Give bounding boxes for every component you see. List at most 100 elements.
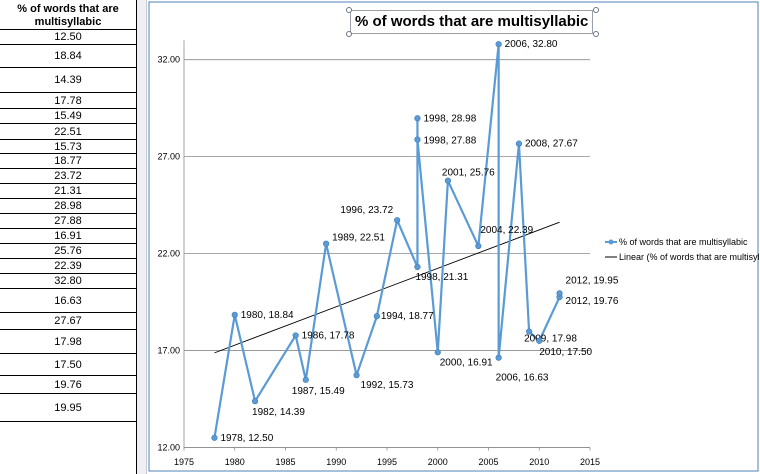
x-tick-label: 2015 xyxy=(580,457,600,467)
data-point[interactable] xyxy=(556,290,563,297)
title-handle-tr[interactable] xyxy=(593,7,599,13)
data-label: 2009, 17.98 xyxy=(524,334,577,345)
title-handle-bl[interactable] xyxy=(346,31,352,37)
data-label: 2008, 27.67 xyxy=(525,139,578,150)
x-tick-label: 1980 xyxy=(225,457,245,467)
series-line[interactable] xyxy=(213,43,561,438)
data-point[interactable] xyxy=(414,136,421,143)
y-tick-label: 27.00 xyxy=(157,152,180,162)
trendline[interactable] xyxy=(214,221,560,354)
y-tick-label: 12.00 xyxy=(157,443,180,453)
data-label: 1982, 14.39 xyxy=(252,407,305,418)
data-point[interactable] xyxy=(434,349,441,356)
title-handle-br[interactable] xyxy=(593,31,599,37)
data-label: 1978, 12.50 xyxy=(220,433,273,444)
table-cell[interactable]: 14.39 xyxy=(0,68,136,93)
table-cell[interactable]: 21.31 xyxy=(0,184,136,199)
table-cell[interactable]: 22.51 xyxy=(0,124,136,140)
legend-series-label[interactable]: % of words that are multisyllabic xyxy=(619,237,748,247)
table-cell[interactable]: 25.76 xyxy=(0,244,136,259)
data-point[interactable] xyxy=(515,140,523,147)
chart-area[interactable]: 12.00 17.00 22.00 27.00 32.00 1975 1980 1985 199… xyxy=(147,0,760,474)
cell-value: 15.49 xyxy=(54,110,82,122)
table-cell[interactable]: 32.80 xyxy=(0,274,136,289)
table-cell[interactable]: 18.84 xyxy=(0,45,136,68)
table-cell[interactable]: 17.50 xyxy=(0,354,136,376)
sheet-gutter xyxy=(137,0,147,474)
table-cell[interactable]: 22.39 xyxy=(0,259,136,274)
data-point[interactable] xyxy=(323,240,330,247)
table-cell[interactable]: 16.63 xyxy=(0,289,136,313)
data-point[interactable] xyxy=(414,263,421,271)
legend-series-marker xyxy=(608,239,614,245)
data-label: 1986, 17.78 xyxy=(302,330,355,341)
table-cell[interactable]: 16.91 xyxy=(0,229,136,244)
cell-value: 27.67 xyxy=(54,315,82,327)
cell-value: 12.50 xyxy=(54,31,82,43)
data-point[interactable] xyxy=(373,313,380,320)
legend-trend-label[interactable]: Linear (% of words that are multisyllabi… xyxy=(619,252,760,262)
data-label: 2012, 19.76 xyxy=(566,296,619,307)
cell-value: 16.63 xyxy=(54,295,82,307)
cell-value: 16.91 xyxy=(54,230,82,242)
table-cell[interactable]: 17.78 xyxy=(0,93,136,109)
cell-value: 17.78 xyxy=(54,95,82,107)
title-handle-tl[interactable] xyxy=(346,7,352,13)
data-point[interactable] xyxy=(444,177,452,184)
cell-value: 25.76 xyxy=(54,245,82,257)
y-tick-label: 22.00 xyxy=(157,249,180,259)
column-header[interactable]: % of words that are multisyllabic xyxy=(0,0,136,30)
cell-value: 18.77 xyxy=(54,155,82,167)
data-label: 1998, 21.31 xyxy=(415,272,468,283)
table-cell[interactable]: 17.98 xyxy=(0,330,136,354)
table-cell[interactable]: 19.95 xyxy=(0,394,136,422)
data-point[interactable] xyxy=(353,372,360,379)
x-tick-label: 1985 xyxy=(275,457,295,467)
data-label: 1992, 15.73 xyxy=(361,380,414,391)
x-tick-label: 2010 xyxy=(529,457,549,467)
table-cell[interactable]: 15.73 xyxy=(0,140,136,154)
data-point[interactable] xyxy=(292,332,299,339)
data-label: 2001, 25.76 xyxy=(442,168,495,179)
table-cell[interactable]: 15.49 xyxy=(0,109,136,124)
y-tick-label: 17.00 xyxy=(157,346,180,356)
data-point[interactable] xyxy=(526,328,533,335)
cell-value: 15.73 xyxy=(54,141,82,153)
table-cell[interactable]: 18.77 xyxy=(0,154,136,169)
data-point[interactable] xyxy=(475,242,482,250)
data-point[interactable] xyxy=(394,217,401,224)
data-label: 2012, 19.95 xyxy=(566,275,619,286)
data-label: 1980, 18.84 xyxy=(241,310,294,321)
table-cell[interactable]: 27.67 xyxy=(0,313,136,330)
x-tick-label: 1995 xyxy=(377,457,397,467)
data-label: 1989, 22.51 xyxy=(332,233,385,244)
data-point[interactable] xyxy=(211,434,218,441)
cell-value: 28.98 xyxy=(54,200,82,212)
x-tick-label: 2005 xyxy=(478,457,498,467)
data-point[interactable] xyxy=(251,398,259,405)
cell-value: 27.88 xyxy=(54,215,82,227)
data-point[interactable] xyxy=(231,311,238,318)
data-point[interactable] xyxy=(536,337,543,344)
data-point[interactable] xyxy=(414,115,421,122)
data-label: 2006, 16.63 xyxy=(496,373,549,384)
data-point[interactable] xyxy=(302,376,309,383)
cell-value: 22.39 xyxy=(54,260,82,272)
data-label: 2004, 22.39 xyxy=(480,225,533,236)
data-point[interactable] xyxy=(495,41,502,48)
cell-value: 14.39 xyxy=(54,74,82,86)
cell-value: 22.51 xyxy=(54,126,82,138)
data-label: 2010, 17.50 xyxy=(539,347,592,358)
data-label: 1987, 15.49 xyxy=(292,386,345,397)
chart-svg: 12.00 17.00 22.00 27.00 32.00 1975 1980 1985 199… xyxy=(148,1,760,472)
table-cell[interactable]: 27.88 xyxy=(0,214,136,229)
table-cell[interactable]: 28.98 xyxy=(0,199,136,214)
chart-title[interactable]: % of words that are multisyllabic xyxy=(350,10,594,34)
spreadsheet-column: % of words that are multisyllabic 12.50 1… xyxy=(0,0,137,474)
data-point[interactable] xyxy=(495,354,502,361)
table-cell[interactable]: 19.76 xyxy=(0,376,136,394)
data-label: 2000, 16.91 xyxy=(440,357,493,368)
cell-value: 32.80 xyxy=(54,275,82,287)
table-cell[interactable]: 23.72 xyxy=(0,169,136,184)
table-cell[interactable]: 12.50 xyxy=(0,30,136,45)
